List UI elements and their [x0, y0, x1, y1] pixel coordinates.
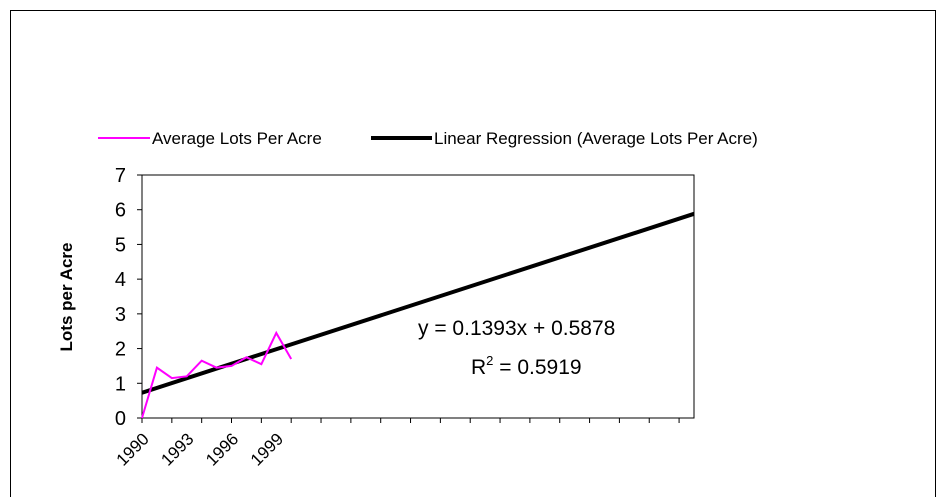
y-tick-label: 7 [115, 165, 126, 187]
r-squared-label: R2 = 0.5919 [471, 353, 582, 379]
r-squared-value: = 0.5919 [493, 356, 581, 379]
series-line-regression [141, 211, 695, 395]
r-squared-prefix: R [471, 356, 486, 379]
chart-frame [10, 10, 936, 497]
y-tick-label: 1 [115, 373, 126, 395]
x-tick-label: 1993 [157, 429, 197, 469]
y-axis-label: Lots per Acre [57, 243, 76, 352]
r-squared-superscript: 2 [486, 353, 493, 368]
x-tick-label: 1999 [247, 429, 287, 469]
x-axis: 1990 1993 1996 1999 [113, 418, 680, 470]
series-line-average [141, 330, 293, 419]
y-tick-label: 3 [115, 304, 126, 326]
y-axis: 0 1 2 3 4 5 6 7 [115, 165, 142, 430]
legend-label-average: Average Lots Per Acre [152, 129, 322, 148]
y-tick-label: 4 [115, 269, 126, 291]
legend: Average Lots Per Acre Linear Regression … [98, 129, 758, 148]
legend-label-regression: Linear Regression (Average Lots Per Acre… [434, 129, 758, 148]
series-layer [141, 211, 695, 419]
plot-area [141, 174, 695, 419]
x-tick-label: 1996 [202, 429, 242, 469]
x-tick-label: 1990 [113, 429, 153, 469]
regression-equation: y = 0.1393x + 0.5878 [418, 317, 615, 340]
y-tick-label: 5 [115, 234, 126, 256]
y-tick-label: 2 [115, 339, 126, 361]
y-tick-label: 0 [115, 408, 126, 430]
y-tick-label: 6 [115, 200, 126, 222]
